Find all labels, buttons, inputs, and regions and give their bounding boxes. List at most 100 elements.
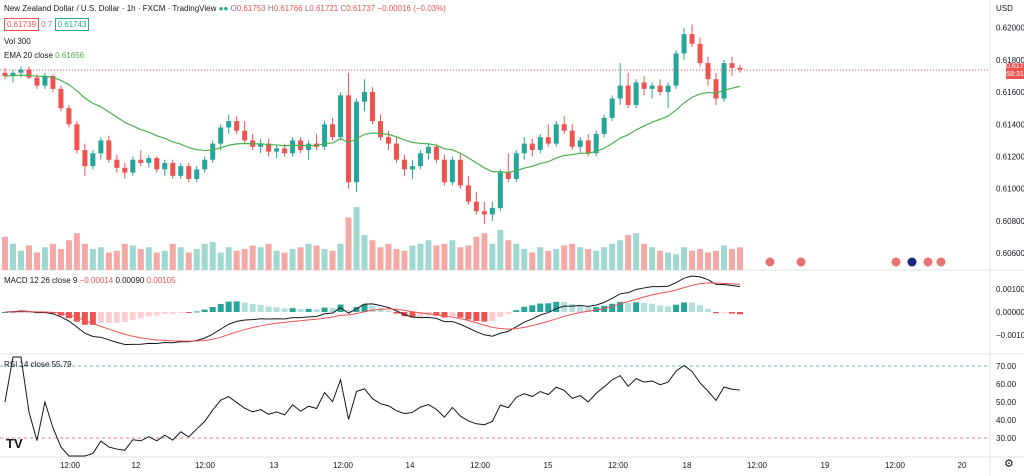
candle-body	[665, 85, 671, 93]
symbol-title[interactable]: New Zealand Dollar / U.S. Dollar · 1h · …	[4, 4, 217, 13]
us-flag-icon	[890, 256, 902, 268]
candle-body	[170, 162, 176, 176]
candle-body	[138, 159, 144, 163]
candle-body	[194, 169, 200, 180]
tradingview-logo[interactable]: TV	[6, 436, 23, 451]
volume-bar	[577, 247, 584, 270]
macd-histogram-bar	[313, 309, 320, 312]
rsi-tick-label: 30.00	[996, 434, 1017, 443]
macd-histogram-bar	[513, 310, 520, 312]
volume-bar	[737, 247, 743, 270]
macd-histogram-bar	[89, 312, 96, 325]
volume-bar	[353, 207, 360, 270]
candle-body	[162, 162, 168, 170]
candle-body	[457, 159, 463, 186]
candle-body	[98, 140, 104, 154]
candle-body	[417, 153, 423, 167]
candle-body	[346, 95, 352, 183]
macd-hist-value: −0.00014	[79, 276, 114, 285]
macd-histogram-bar	[217, 303, 224, 312]
candle-body	[186, 166, 192, 180]
volume-bar	[57, 249, 64, 270]
macd-legend[interactable]: MACD 12 26 close 9 −0.00014 0.00090 0.00…	[4, 276, 176, 285]
macd-histogram-bar	[481, 312, 488, 322]
macd-histogram-bar	[713, 312, 720, 314]
volume-bar	[593, 250, 600, 270]
volume-bar	[729, 249, 736, 270]
macd-histogram-bar	[273, 307, 280, 312]
candle-body	[545, 137, 551, 144]
settings-gear-icon[interactable]: ⚙	[1004, 458, 1014, 470]
volume-bar	[337, 243, 344, 270]
macd-histogram-bar	[577, 304, 584, 312]
candle-body	[529, 143, 535, 151]
candle-body	[370, 92, 375, 122]
time-tick-label: 12:00	[608, 461, 629, 470]
price-tick-label: 0.61800	[996, 56, 1024, 65]
volume-legend[interactable]: Vol 300	[4, 37, 31, 46]
price-tick-label: 0.60600	[996, 249, 1024, 258]
candle-body	[713, 79, 719, 99]
time-tick-label: 12:00	[470, 461, 491, 470]
spread-value: 0.7	[41, 20, 53, 29]
macd-histogram-bar	[361, 304, 368, 312]
volume-bar	[649, 247, 656, 270]
volume-bar	[497, 229, 504, 270]
rsi-tick-label: 60.00	[996, 380, 1017, 389]
candle-body	[697, 43, 703, 64]
macd-histogram-bar	[193, 311, 200, 313]
candle-body	[569, 130, 575, 147]
ema-value: 0.61656	[55, 51, 85, 60]
macd-line-value: 0.00090	[115, 276, 145, 285]
price-tick-label: 0.61600	[996, 88, 1024, 97]
volume-bar	[553, 249, 560, 270]
volume-bar	[113, 250, 120, 270]
buy-button[interactable]: 0.61743	[54, 18, 90, 31]
volume-bar	[697, 249, 704, 270]
volume-bar	[321, 249, 328, 270]
price-tick-label: 0.62000	[996, 24, 1024, 33]
nz-flag-icon	[906, 256, 918, 268]
volume-bar	[513, 243, 520, 270]
volume-bar	[137, 249, 144, 270]
price-tick-label: 0.61200	[996, 152, 1024, 161]
ema-legend[interactable]: EMA 20 close 0.61656	[4, 51, 85, 60]
macd-histogram-bar	[113, 312, 120, 323]
macd-histogram-bar	[25, 311, 32, 313]
volume-bar	[33, 252, 40, 270]
volume-bar	[489, 243, 496, 270]
rsi-legend[interactable]: RSI 14 close 55.79	[4, 360, 72, 369]
candle-body	[226, 121, 232, 128]
macd-histogram-bar	[665, 306, 672, 312]
volume-bar	[177, 247, 184, 270]
candle-body	[354, 101, 360, 183]
candle-body	[689, 34, 695, 44]
volume-bar	[201, 243, 208, 270]
macd-histogram-bar	[737, 312, 743, 315]
rsi-tick-label: 70.00	[996, 362, 1017, 371]
macd-histogram-bar	[681, 302, 688, 312]
candle-body	[705, 63, 711, 80]
macd-histogram-bar	[441, 312, 448, 318]
candle-body	[425, 146, 431, 154]
volume-bar	[625, 235, 632, 270]
candle-body	[154, 158, 160, 170]
currency-label[interactable]: USD	[996, 4, 1013, 13]
macd-histogram-bar	[569, 303, 576, 312]
rsi-tick-label: 50.00	[996, 398, 1017, 407]
candle-body	[146, 158, 152, 163]
sell-button[interactable]: 0.61739	[4, 18, 39, 31]
volume-bar	[305, 243, 312, 270]
time-tick-label: 12:00	[60, 461, 81, 470]
volume-bar	[393, 249, 400, 270]
volume-bar	[505, 240, 512, 270]
volume-bar	[281, 252, 288, 270]
time-tick-label: 12:00	[333, 461, 354, 470]
macd-histogram-bar	[505, 312, 512, 315]
macd-histogram-bar	[185, 312, 192, 313]
macd-histogram-bar	[281, 308, 288, 312]
macd-histogram-bar	[561, 301, 568, 312]
candle-body	[489, 208, 495, 215]
